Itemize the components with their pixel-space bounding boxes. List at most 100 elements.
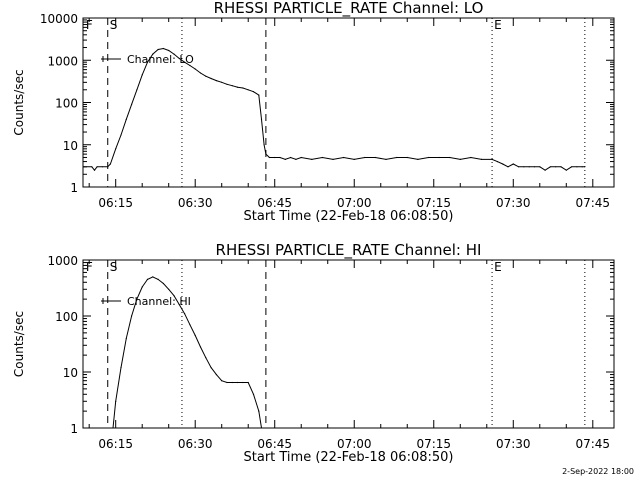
x-tick-label: 07:15 <box>416 437 451 451</box>
data-point <box>120 367 122 369</box>
data-point <box>496 161 498 163</box>
data-point <box>237 86 239 88</box>
data-point <box>470 156 472 159</box>
data-point <box>109 163 111 165</box>
data-point <box>549 166 552 168</box>
data-point <box>141 286 143 288</box>
data-point <box>131 315 133 317</box>
data-point <box>157 278 159 280</box>
data-point <box>199 346 202 348</box>
data-point <box>152 276 154 278</box>
data-point <box>162 47 164 50</box>
data-point <box>173 53 175 55</box>
legend-label: Channel: HI <box>127 295 191 308</box>
data-point <box>184 313 186 315</box>
event-marker-label: F <box>86 18 93 32</box>
data-point <box>523 166 525 168</box>
date-stamp: 2-Sep-2022 18:00 <box>562 467 634 476</box>
data-point <box>528 166 530 168</box>
data-point <box>83 166 85 168</box>
data-point <box>194 68 196 70</box>
data-point <box>215 374 217 376</box>
data-point <box>189 324 191 326</box>
data-point <box>168 49 170 52</box>
data-point <box>332 158 334 160</box>
data-point <box>184 61 186 63</box>
data-point <box>157 48 159 51</box>
y-tick-label: 1 <box>70 181 78 195</box>
data-point <box>247 381 249 384</box>
data-point <box>258 410 260 412</box>
data-point <box>205 357 207 359</box>
data-point <box>93 169 96 171</box>
data-point <box>189 64 191 67</box>
data-point <box>533 166 536 168</box>
event-marker-label: E <box>494 260 502 274</box>
data-point <box>226 381 228 384</box>
data-point <box>576 166 578 168</box>
data-point <box>581 166 583 168</box>
data-point <box>242 381 244 384</box>
data-point <box>260 427 263 428</box>
data-point <box>396 156 398 159</box>
data-point <box>136 298 138 300</box>
data-point <box>321 156 323 159</box>
y-tick-label: 10 <box>63 366 78 380</box>
x-tick-label: 06:15 <box>98 437 133 451</box>
data-point <box>146 278 149 280</box>
data-point <box>512 163 514 165</box>
x-tick-label: 06:45 <box>257 437 292 451</box>
data-point <box>565 169 567 171</box>
data-point <box>274 156 276 159</box>
data-point <box>215 80 217 82</box>
x-tick-label: 06:15 <box>98 196 133 210</box>
x-tick-label: 07:30 <box>496 196 531 210</box>
plot-frame <box>82 17 615 188</box>
data-point <box>265 153 267 155</box>
x-axis-label: Start Time (22-Feb-18 06:08:50) <box>244 450 454 465</box>
data-point <box>518 166 520 168</box>
data-point <box>279 156 281 159</box>
event-marker-label: E <box>494 18 502 32</box>
data-point <box>560 166 562 168</box>
data-point <box>131 103 133 105</box>
data-point <box>178 57 180 60</box>
data-series-line <box>83 47 585 172</box>
data-point <box>544 169 546 171</box>
data-point <box>449 156 451 159</box>
data-point <box>194 334 196 336</box>
data-point <box>141 74 143 76</box>
event-marker-label: F <box>86 260 93 274</box>
data-point <box>205 75 207 77</box>
y-tick-label: 10 <box>63 139 78 153</box>
data-point <box>120 134 122 136</box>
data-point <box>290 156 292 159</box>
legend-label: Channel: LO <box>127 53 194 66</box>
data-point <box>210 77 212 80</box>
data-point <box>252 91 255 93</box>
data-point <box>374 156 376 159</box>
data-point <box>311 158 313 160</box>
data-point <box>168 288 170 290</box>
data-point <box>258 94 260 96</box>
data-point <box>101 166 103 168</box>
y-tick-label: 100 <box>55 97 78 111</box>
data-point <box>584 166 586 168</box>
data-point <box>173 295 175 297</box>
data-point <box>385 158 387 160</box>
data-point <box>125 118 127 120</box>
data-point <box>459 158 461 160</box>
data-point <box>353 158 355 160</box>
data-point <box>96 166 98 168</box>
y-tick-label: 1000 <box>47 54 78 68</box>
data-point <box>107 166 109 168</box>
event-marker-label: S <box>110 260 118 274</box>
event-marker-label: S <box>110 18 118 32</box>
data-point <box>295 158 297 160</box>
y-tick-label: 10000 <box>40 12 78 26</box>
data-point <box>231 85 233 87</box>
data-point <box>199 72 202 74</box>
y-tick-label: 1000 <box>47 254 78 268</box>
x-tick-label: 07:45 <box>575 196 610 210</box>
